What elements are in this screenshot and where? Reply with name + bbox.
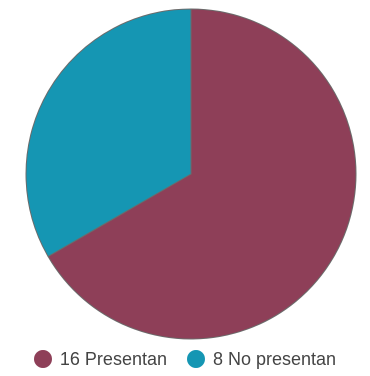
pie-slice-no-presentan[interactable] xyxy=(25,8,192,258)
legend-swatch-no-presentan xyxy=(186,350,205,368)
legend-item-presentan[interactable]: 16 Presentan xyxy=(33,348,167,370)
legend-item-no-presentan[interactable]: 8 No presentan xyxy=(186,348,337,370)
pie-plot-area xyxy=(25,8,357,340)
legend-label-presentan: 16 Presentan xyxy=(59,348,167,369)
legend-swatch-presentan xyxy=(33,350,52,368)
legend: 16 Presentan 8 No presentan xyxy=(0,346,370,372)
pie-slice-presentan[interactable] xyxy=(47,8,357,340)
legend-label-no-presentan: 8 No presentan xyxy=(212,348,337,369)
